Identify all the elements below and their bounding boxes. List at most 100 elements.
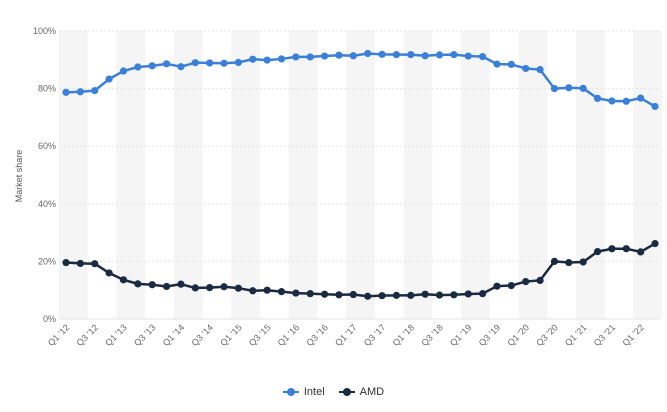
data-point-intel[interactable]: [119, 67, 128, 75]
data-point-amd[interactable]: [220, 283, 228, 291]
data-point-amd[interactable]: [148, 281, 156, 289]
data-point-intel[interactable]: [608, 97, 616, 105]
data-point-intel[interactable]: [622, 97, 630, 105]
data-point-intel[interactable]: [507, 60, 515, 69]
data-point-intel[interactable]: [320, 52, 329, 60]
data-point-intel[interactable]: [191, 59, 199, 67]
data-point-amd[interactable]: [550, 257, 559, 265]
background-band: [173, 31, 203, 319]
data-point-intel[interactable]: [134, 63, 142, 71]
data-point-amd[interactable]: [335, 291, 343, 299]
background-band: [346, 31, 375, 319]
data-point-intel[interactable]: [464, 52, 472, 60]
data-point-amd[interactable]: [637, 248, 645, 256]
data-point-amd[interactable]: [522, 277, 530, 286]
data-point-intel[interactable]: [565, 84, 573, 92]
data-point-amd[interactable]: [507, 281, 515, 290]
data-point-intel[interactable]: [364, 49, 372, 58]
data-point-amd[interactable]: [263, 286, 271, 294]
x-tick-label: Q3 '20: [534, 322, 560, 348]
data-point-intel[interactable]: [263, 56, 271, 64]
x-tick-label: Q3 '19: [477, 322, 503, 348]
data-point-intel[interactable]: [335, 51, 343, 59]
data-point-intel[interactable]: [249, 55, 257, 63]
data-point-amd[interactable]: [177, 280, 185, 288]
data-point-amd[interactable]: [421, 290, 429, 298]
data-point-amd[interactable]: [392, 291, 401, 299]
data-point-intel[interactable]: [206, 59, 214, 67]
data-point-amd[interactable]: [91, 260, 99, 268]
data-point-amd[interactable]: [435, 291, 444, 299]
x-tick-label: Q3 '16: [304, 322, 330, 348]
data-point-intel[interactable]: [105, 75, 113, 83]
legend-item-amd[interactable]: AMD: [338, 386, 385, 398]
data-point-intel[interactable]: [421, 52, 429, 60]
data-point-amd[interactable]: [277, 288, 286, 296]
data-point-intel[interactable]: [536, 65, 544, 74]
data-point-amd[interactable]: [306, 290, 314, 298]
data-point-amd[interactable]: [593, 248, 602, 256]
data-point-amd[interactable]: [378, 292, 386, 300]
y-tick-label: 20%: [38, 256, 56, 266]
data-point-amd[interactable]: [119, 276, 128, 284]
data-point-amd[interactable]: [292, 289, 300, 297]
legend-item-intel[interactable]: Intel: [282, 386, 325, 398]
data-point-amd[interactable]: [536, 276, 544, 285]
data-point-intel[interactable]: [579, 84, 587, 92]
data-point-intel[interactable]: [593, 94, 602, 102]
data-point-amd[interactable]: [105, 269, 113, 277]
data-point-intel[interactable]: [407, 51, 415, 59]
data-point-intel[interactable]: [162, 60, 171, 68]
data-point-intel[interactable]: [637, 94, 645, 102]
data-point-amd[interactable]: [249, 287, 257, 295]
data-point-amd[interactable]: [206, 284, 214, 292]
data-point-intel[interactable]: [148, 62, 156, 70]
background-band: [633, 31, 663, 319]
data-point-intel[interactable]: [76, 88, 84, 96]
data-point-amd[interactable]: [134, 280, 142, 288]
background-band: [116, 31, 146, 319]
data-point-amd[interactable]: [349, 290, 357, 299]
data-point-amd[interactable]: [493, 282, 501, 290]
data-point-intel[interactable]: [392, 51, 401, 59]
data-point-amd[interactable]: [162, 282, 171, 291]
data-point-intel[interactable]: [349, 52, 357, 60]
data-point-intel[interactable]: [550, 85, 559, 93]
data-point-intel[interactable]: [493, 60, 501, 68]
data-point-amd[interactable]: [450, 291, 458, 299]
x-tick-label: Q3 '15: [247, 322, 273, 348]
data-point-intel[interactable]: [522, 64, 530, 73]
data-point-amd[interactable]: [565, 258, 573, 267]
data-point-amd[interactable]: [464, 290, 472, 298]
data-point-amd[interactable]: [608, 245, 616, 253]
gridlines: [60, 30, 659, 320]
x-tick-label: Q1 '15: [218, 322, 244, 348]
data-point-amd[interactable]: [191, 284, 199, 292]
data-point-intel[interactable]: [234, 58, 242, 66]
data-point-intel[interactable]: [177, 63, 185, 71]
data-point-amd[interactable]: [76, 259, 84, 268]
data-point-intel[interactable]: [91, 87, 99, 95]
data-point-intel[interactable]: [651, 102, 659, 111]
data-point-intel[interactable]: [292, 53, 300, 61]
legend-label-amd: AMD: [359, 386, 385, 398]
data-point-intel[interactable]: [62, 88, 70, 96]
data-point-intel[interactable]: [378, 50, 386, 58]
x-tick-label: Q1 '19: [448, 322, 474, 348]
data-point-amd[interactable]: [234, 284, 242, 292]
data-point-amd[interactable]: [651, 239, 659, 248]
data-point-amd[interactable]: [62, 258, 70, 267]
data-point-intel[interactable]: [306, 53, 314, 61]
data-point-amd[interactable]: [579, 258, 587, 266]
data-point-intel[interactable]: [277, 55, 286, 63]
data-point-intel[interactable]: [450, 51, 458, 59]
data-point-amd[interactable]: [407, 291, 415, 299]
data-point-amd[interactable]: [479, 290, 487, 298]
data-point-intel[interactable]: [435, 51, 444, 59]
x-tick-label: Q1 '20: [505, 322, 531, 348]
data-point-intel[interactable]: [220, 59, 228, 67]
data-point-amd[interactable]: [622, 245, 630, 253]
data-point-intel[interactable]: [479, 53, 487, 61]
data-point-amd[interactable]: [364, 292, 372, 300]
data-point-amd[interactable]: [320, 290, 329, 298]
